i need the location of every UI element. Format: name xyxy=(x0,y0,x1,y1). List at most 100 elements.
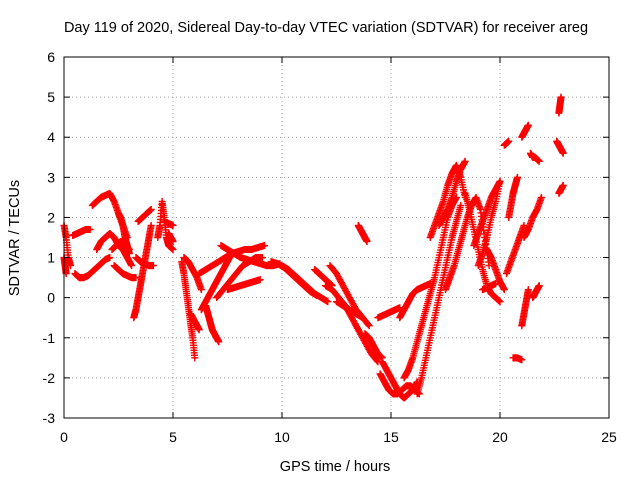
data-point xyxy=(505,137,513,145)
data-point xyxy=(125,250,133,258)
series-arc-46 xyxy=(479,280,500,294)
data-points xyxy=(60,93,567,402)
series-arc-44 xyxy=(474,177,504,270)
data-point xyxy=(363,238,371,246)
series-arc-16 xyxy=(178,258,199,362)
data-point xyxy=(169,221,177,229)
x-tick-label: 20 xyxy=(492,429,508,445)
series-arc-49 xyxy=(505,173,521,221)
y-tick-label: 4 xyxy=(47,129,55,145)
series-arc-53 xyxy=(520,193,545,241)
series-arc-48 xyxy=(503,221,528,278)
x-tick-labels: 0 5 10 15 20 25 xyxy=(60,429,617,445)
data-point xyxy=(520,221,528,229)
series-arc-20 xyxy=(197,250,236,314)
series-arc-09 xyxy=(115,209,133,258)
plot-frame xyxy=(63,56,610,419)
data-point xyxy=(261,242,269,250)
y-tick-label: -1 xyxy=(43,330,56,346)
data-point xyxy=(365,322,373,330)
data-point xyxy=(559,149,567,157)
y-tick-label: -3 xyxy=(43,410,56,426)
series-arc-52 xyxy=(518,121,532,141)
data-point xyxy=(457,201,465,209)
series-arc-55 xyxy=(529,282,543,302)
data-point xyxy=(258,254,266,262)
series-arc-57 xyxy=(555,93,565,117)
data-point xyxy=(373,357,381,365)
data-point xyxy=(324,298,332,306)
series-arc-11 xyxy=(134,205,155,225)
series-arc-14 xyxy=(160,217,177,229)
data-point xyxy=(513,173,521,181)
x-tick-label: 10 xyxy=(274,429,290,445)
data-point xyxy=(195,326,203,334)
x-tick-label: 0 xyxy=(60,429,68,445)
data-point xyxy=(500,286,508,294)
series-arc-18 xyxy=(186,310,203,334)
data-point xyxy=(559,181,567,189)
data-point xyxy=(535,157,543,165)
series-arc-35 xyxy=(378,358,421,402)
series-arc-27 xyxy=(311,266,336,290)
data-point xyxy=(147,205,155,213)
axis-ticks xyxy=(63,56,610,419)
series-arc-24 xyxy=(224,276,264,294)
data-point xyxy=(537,193,545,201)
series-arc-23 xyxy=(217,242,284,270)
x-axis-label: GPS time / hours xyxy=(280,459,390,475)
data-point xyxy=(169,246,177,254)
data-point xyxy=(256,276,264,284)
series-arc-54 xyxy=(527,149,543,165)
series-arc-31 xyxy=(354,221,371,246)
data-point xyxy=(359,314,367,322)
series-arc-40 xyxy=(435,157,469,229)
y-tick-label: 3 xyxy=(47,169,55,185)
series-arc-47 xyxy=(500,137,513,149)
series-arc-30 xyxy=(333,298,367,322)
series-arc-03 xyxy=(69,225,94,239)
data-point xyxy=(535,282,543,290)
x-tick-label: 5 xyxy=(169,429,177,445)
data-point xyxy=(496,298,504,306)
data-point xyxy=(492,280,500,288)
data-point xyxy=(524,121,532,129)
series-arc-36 xyxy=(396,280,434,322)
y-tick-label: 2 xyxy=(47,209,55,225)
data-point xyxy=(524,286,532,294)
series-arc-51 xyxy=(518,286,532,330)
data-point xyxy=(169,238,177,246)
series-arc-56 xyxy=(553,137,567,157)
series-arc-04 xyxy=(71,254,114,282)
data-point xyxy=(461,157,469,165)
data-point xyxy=(128,262,136,270)
series-arc-50 xyxy=(509,354,526,364)
series-arc-32 xyxy=(361,330,386,362)
y-tick-label: 0 xyxy=(47,290,55,306)
data-point xyxy=(191,354,199,362)
x-tick-label: 15 xyxy=(383,429,399,445)
y-tick-label: 5 xyxy=(47,89,55,105)
series-arc-17 xyxy=(180,254,205,294)
series-arc-12 xyxy=(132,254,157,270)
chart-title: Day 119 of 2020, Sidereal Day-to-day VTE… xyxy=(64,20,588,36)
data-point xyxy=(557,93,565,101)
data-point xyxy=(197,286,205,294)
data-point xyxy=(364,321,372,329)
series-arc-08 xyxy=(110,262,140,282)
series-arc-33 xyxy=(374,304,404,322)
data-point xyxy=(86,225,94,233)
series-arc-15 xyxy=(165,229,177,246)
series-arc-45 xyxy=(483,246,508,294)
series-arc-58 xyxy=(555,181,567,197)
y-tick-label: 1 xyxy=(47,250,55,266)
data-point xyxy=(149,262,157,270)
y-axis-label: SDTVAR / TECUs xyxy=(7,180,23,296)
y-tick-label: -2 xyxy=(43,370,56,386)
y-tick-label: 6 xyxy=(47,49,55,65)
y-tick-labels: -3 -2 -1 0 1 2 3 4 5 6 xyxy=(43,49,56,426)
data-point xyxy=(147,221,155,229)
series-arc-22 xyxy=(213,254,266,302)
x-tick-label: 25 xyxy=(601,429,617,445)
